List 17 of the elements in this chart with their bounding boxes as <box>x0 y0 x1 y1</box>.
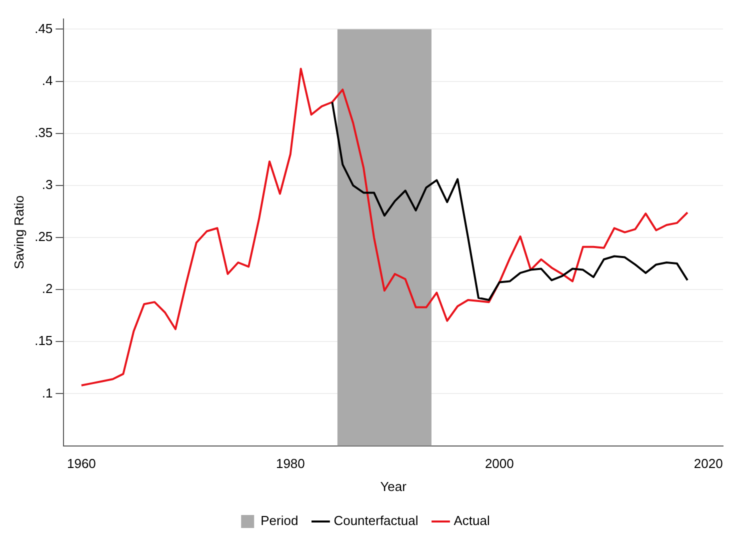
legend-label: Period <box>260 513 298 528</box>
y-tick-label: .3 <box>42 177 53 192</box>
y-tick-label: .25 <box>34 229 53 244</box>
y-tick-label: .15 <box>34 333 53 348</box>
x-tick-label: 1960 <box>66 456 96 472</box>
y-tick-label: .35 <box>34 124 53 140</box>
legend-label: Counterfactual <box>334 513 418 528</box>
y-tick-label: .4 <box>42 72 53 88</box>
y-tick-label: .1 <box>42 385 53 400</box>
x-tick-label: 1980 <box>276 456 305 472</box>
x-axis-title: Year <box>380 478 408 494</box>
x-tick-label: 2000 <box>484 456 514 472</box>
y-axis-title: Saving Ratio <box>11 195 26 270</box>
y-tick-label: .2 <box>42 281 53 296</box>
y-tick-label: .45 <box>34 20 53 36</box>
legend-label: Actual <box>454 513 490 528</box>
x-tick-label: 2020 <box>694 456 723 472</box>
